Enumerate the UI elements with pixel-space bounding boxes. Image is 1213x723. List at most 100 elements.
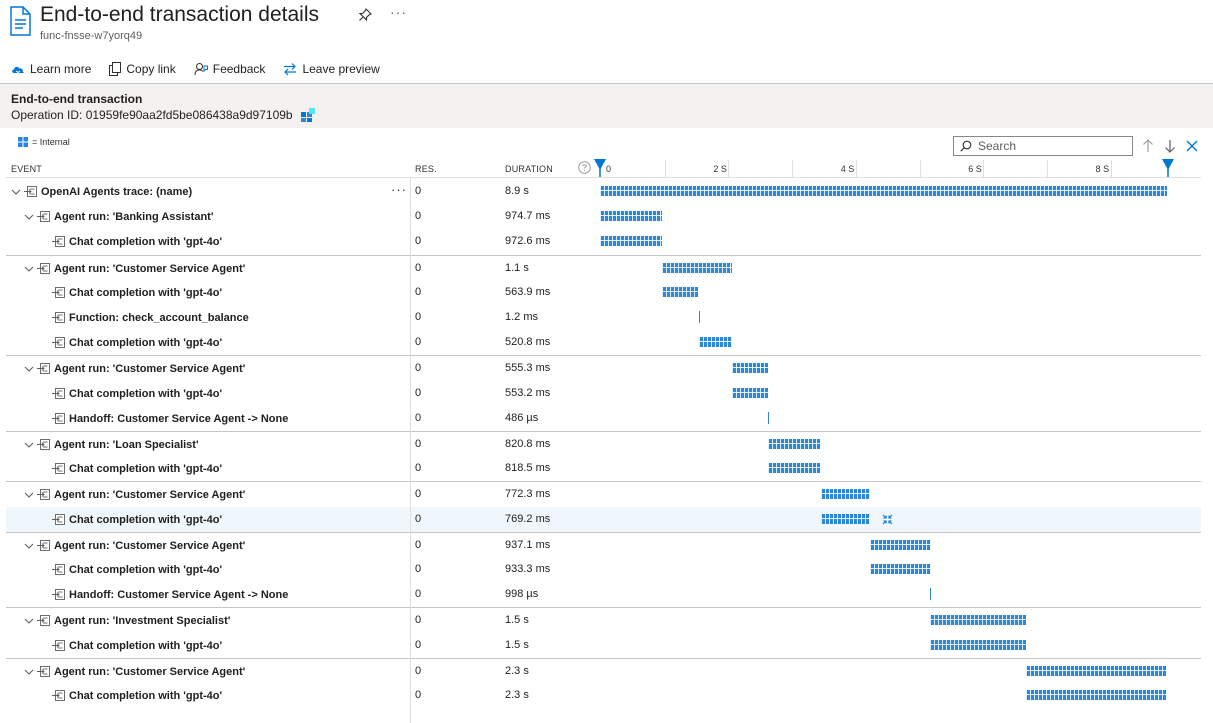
timeline-bar[interactable] <box>1026 690 1167 700</box>
internal-dependency-icon <box>52 589 65 600</box>
timeline-bar[interactable] <box>698 311 700 323</box>
table-row[interactable]: Agent run: 'Banking Assistant' 0 974.7 ms <box>6 204 1201 229</box>
timeline-bar[interactable] <box>929 640 1026 650</box>
help-icon[interactable] <box>578 161 591 174</box>
event-cell: Chat completion with 'gpt-4o' <box>52 456 222 481</box>
chevron-down-icon[interactable] <box>24 490 34 500</box>
search-input[interactable] <box>978 139 1118 153</box>
chevron-down-icon[interactable] <box>24 364 34 374</box>
table-row[interactable]: Handoff: Customer Service Agent -> None 0… <box>6 582 1201 607</box>
duration-value: 8.9 s <box>505 185 529 197</box>
internal-dependency-icon <box>52 564 65 575</box>
timeline-bar[interactable] <box>767 412 769 424</box>
timeline-bar[interactable] <box>768 439 821 449</box>
result-code: 0 <box>415 639 422 651</box>
timeline-bar[interactable] <box>929 588 931 600</box>
feedback-button[interactable]: Feedback <box>194 62 265 76</box>
page-title: End-to-end transaction details <box>40 3 319 26</box>
duration-value: 555.3 ms <box>505 362 551 374</box>
internal-dependency-icon <box>52 690 65 701</box>
table-row[interactable]: Chat completion with 'gpt-4o' 0 553.2 ms <box>6 381 1201 406</box>
timeline-bar[interactable] <box>732 363 768 373</box>
pin-icon[interactable] <box>358 8 372 22</box>
operation-id-row: Operation ID: 01959fe90aa2fd5be086438a9d… <box>11 108 315 122</box>
table-row[interactable]: Agent run: 'Customer Service Agent' 0 1.1 … <box>6 255 1201 280</box>
timeline-bar[interactable] <box>662 263 733 273</box>
table-row[interactable]: Chat completion with 'gpt-4o' 0 933.3 ms <box>6 557 1201 582</box>
table-row[interactable]: Function: check_account_balance 0 1.2 ms <box>6 305 1201 330</box>
timeline-bar[interactable] <box>768 463 821 473</box>
event-name: Chat completion with 'gpt-4o' <box>69 387 223 400</box>
timeline-bar[interactable] <box>929 615 1026 625</box>
more-options-button[interactable]: ··· <box>390 4 407 20</box>
duration-value: 818.5 ms <box>505 462 551 474</box>
chevron-down-icon[interactable] <box>24 616 34 626</box>
result-code: 0 <box>415 286 422 298</box>
timeline-tick-label: 4 S <box>840 164 855 174</box>
timeline-bar[interactable] <box>662 287 698 297</box>
timeline-end-marker[interactable] <box>1162 159 1174 177</box>
result-code: 0 <box>415 614 422 626</box>
table-row[interactable]: Chat completion with 'gpt-4o' 0 2.3 s <box>6 683 1201 708</box>
next-match-button[interactable] <box>1161 137 1179 155</box>
timeline-bar[interactable] <box>870 564 930 574</box>
chevron-down-icon[interactable] <box>24 264 34 274</box>
result-code: 0 <box>415 462 422 474</box>
event-name: Chat completion with 'gpt-4o' <box>69 563 223 576</box>
result-code: 0 <box>415 588 422 600</box>
result-code: 0 <box>415 311 422 323</box>
table-row[interactable]: Chat completion with 'gpt-4o' 0 818.5 ms <box>6 456 1201 481</box>
timeline-bar[interactable] <box>600 186 1167 196</box>
table-row[interactable]: Agent run: 'Loan Specialist' 0 820.8 ms <box>6 431 1201 456</box>
leave-preview-button[interactable]: Leave preview <box>283 62 380 76</box>
chevron-down-icon[interactable] <box>24 440 34 450</box>
event-name: Chat completion with 'gpt-4o' <box>69 235 223 248</box>
column-header-res[interactable]: RES. <box>415 164 437 174</box>
timeline-bar[interactable] <box>820 489 870 499</box>
table-row[interactable]: Agent run: 'Customer Service Agent' 0 937.… <box>6 532 1201 557</box>
table-row[interactable]: Chat completion with 'gpt-4o' 0 520.8 ms <box>6 330 1201 355</box>
timeline-tick-line <box>728 160 730 178</box>
collapse-arrows-icon[interactable] <box>882 514 893 525</box>
table-row[interactable]: Chat completion with 'gpt-4o' 0 563.9 ms <box>6 280 1201 305</box>
chevron-down-icon[interactable] <box>24 541 34 551</box>
learn-more-button[interactable]: Learn more <box>11 62 91 76</box>
table-row[interactable]: Handoff: Customer Service Agent -> None 0… <box>6 406 1201 431</box>
duration-value: 553.2 ms <box>505 387 551 399</box>
row-more-button[interactable]: ··· <box>391 182 407 197</box>
search-field[interactable] <box>953 136 1133 156</box>
timeline-bar[interactable] <box>699 337 733 347</box>
table-row[interactable]: OpenAI Agents trace: (name) ··· 0 8.9 s <box>6 179 1201 204</box>
timeline-bar[interactable] <box>600 236 662 246</box>
timeline-tick-line <box>1110 160 1112 178</box>
internal-dependency-icon <box>52 413 65 424</box>
column-header-event[interactable]: EVENT <box>11 164 43 174</box>
table-row[interactable]: Agent run: 'Investment Specialist' 0 1.5 s <box>6 607 1201 632</box>
internal-dependency-icon <box>52 640 65 651</box>
chevron-down-icon[interactable] <box>24 667 34 677</box>
duration-value: 820.8 ms <box>505 438 551 450</box>
event-cell: Agent run: 'Customer Service Agent' <box>24 256 245 281</box>
chevron-down-icon[interactable] <box>24 212 34 222</box>
close-search-button[interactable] <box>1183 137 1201 155</box>
timeline-tick-label: 6 S <box>968 164 982 174</box>
copy-link-button[interactable]: Copy link <box>109 62 176 76</box>
table-row[interactable]: Agent run: 'Customer Service Agent' 0 2.3 … <box>6 658 1201 683</box>
timeline-bar[interactable] <box>732 388 768 398</box>
timeline-bar[interactable] <box>600 211 663 221</box>
timeline-bar[interactable] <box>820 514 870 524</box>
grid-icon[interactable] <box>300 108 315 122</box>
table-row[interactable]: Agent run: 'Customer Service Agent' 0 555.… <box>6 355 1201 380</box>
previous-match-button[interactable] <box>1139 137 1157 155</box>
table-row[interactable]: Chat completion with 'gpt-4o' 0 972.6 ms <box>6 229 1201 254</box>
result-code: 0 <box>415 210 422 222</box>
timeline-start-marker[interactable] <box>594 159 606 177</box>
column-header-duration[interactable]: DURATION <box>505 164 553 174</box>
chevron-down-icon[interactable] <box>11 187 21 197</box>
table-row[interactable]: Agent run: 'Customer Service Agent' 0 772.… <box>6 481 1201 506</box>
timeline-bar[interactable] <box>870 540 930 550</box>
table-row[interactable]: Chat completion with 'gpt-4o' 0 1.5 s <box>6 633 1201 658</box>
timeline-bar[interactable] <box>1026 666 1167 676</box>
table-row[interactable]: Chat completion with 'gpt-4o' 0 769.2 ms <box>6 507 1201 532</box>
internal-dependency-icon <box>37 263 50 274</box>
